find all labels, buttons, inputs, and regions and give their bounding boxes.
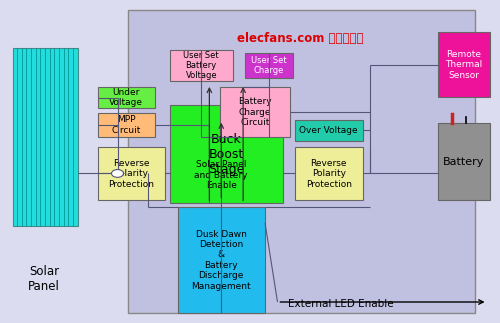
Text: Over Voltage: Over Voltage (300, 126, 358, 134)
Bar (98, 147, 165, 200)
Bar (220, 87, 290, 137)
Bar (438, 123, 490, 200)
Text: Reverse
Polarity
Protection: Reverse Polarity Protection (108, 159, 154, 189)
Text: Solar Panel
and Battery
Enable: Solar Panel and Battery Enable (194, 160, 248, 190)
Text: User Set
Charge: User Set Charge (251, 56, 286, 75)
Bar (128, 10, 475, 313)
Text: Reverse
Polarity
Protection: Reverse Polarity Protection (306, 159, 352, 189)
Text: Dusk Dawn
Detection
&
Battery
Discharge
Management: Dusk Dawn Detection & Battery Discharge … (192, 230, 251, 290)
Bar (178, 150, 265, 200)
Text: Solar
Panel: Solar Panel (28, 266, 60, 293)
Text: External LED Enable: External LED Enable (288, 299, 393, 308)
Bar (178, 207, 265, 313)
Text: User Set
Battery
Voltage: User Set Battery Voltage (184, 50, 219, 80)
Text: Battery
Charge
Circuit: Battery Charge Circuit (238, 97, 272, 127)
Text: elecfans.com 电子发烧友: elecfans.com 电子发烧友 (237, 32, 363, 45)
Text: Buck
Boost
Stage: Buck Boost Stage (208, 133, 244, 176)
Circle shape (112, 170, 124, 177)
Bar (98, 87, 155, 108)
Bar (438, 32, 490, 97)
Text: Remote
Thermal
Sensor: Remote Thermal Sensor (445, 50, 482, 79)
Text: Under
Voltage: Under Voltage (109, 88, 144, 108)
Bar (170, 50, 232, 81)
Bar (98, 113, 155, 137)
Text: Battery: Battery (443, 157, 484, 166)
Text: MPP
Circuit: MPP Circuit (112, 115, 141, 135)
Bar (295, 147, 362, 200)
Bar (295, 120, 362, 141)
Bar (12, 48, 78, 226)
Bar (245, 53, 292, 78)
Bar (170, 105, 282, 203)
